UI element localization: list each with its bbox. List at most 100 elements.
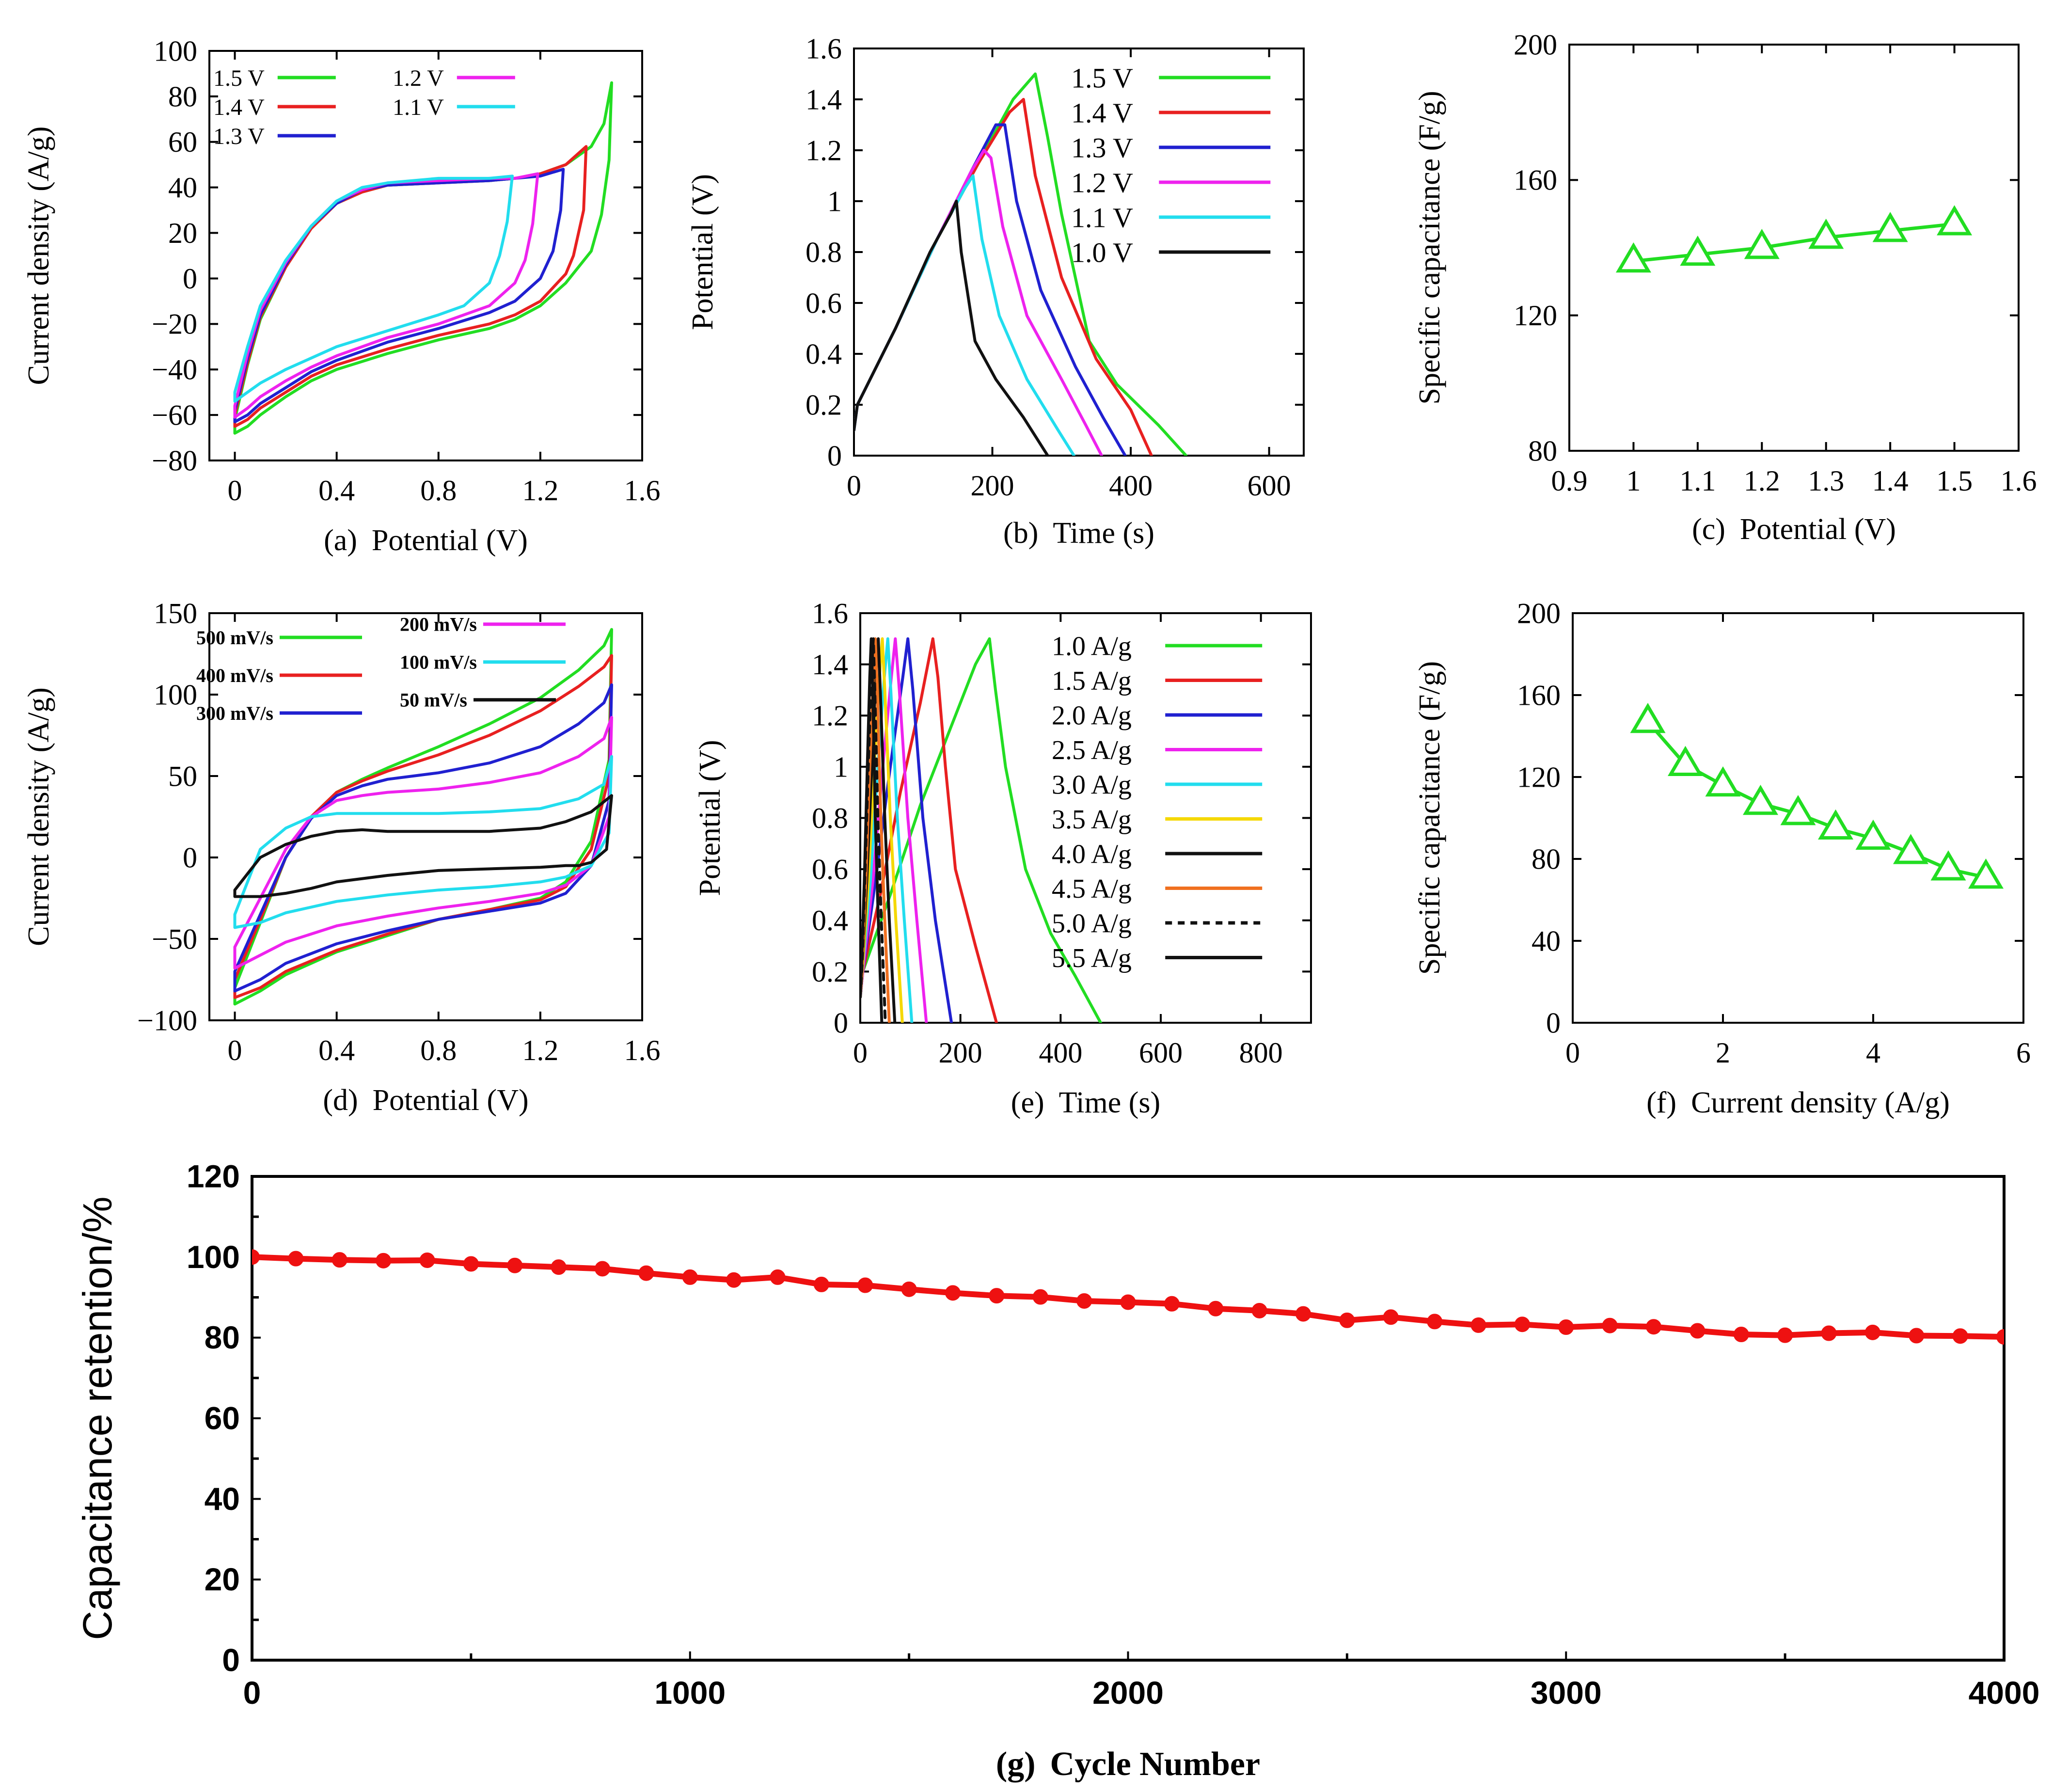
series-line-200-mV-s [233, 716, 613, 970]
data-point-marker [1808, 219, 1844, 249]
plot-frame [1572, 612, 2024, 1024]
plot-frame [208, 50, 643, 461]
chart-panel-d: 0 0.4 0.8 1.2 1.6 −100 −50 0 50 100 150 Current den… [22, 597, 661, 1117]
legend-label: 3.5 A/g [1052, 805, 1132, 835]
caption-letter: (a) [324, 524, 357, 557]
caption-letter: (c) [1692, 513, 1725, 546]
legend: 500 mV/s 400 mV/s 300 mV/s 200 mV/s 100 mV/s… [196, 614, 566, 724]
data-point-marker [1893, 834, 1929, 864]
x-tick-label: 1.5 [1936, 465, 1973, 497]
data-point-marker [1251, 1302, 1267, 1318]
y-tick-label: 50 [168, 760, 197, 792]
data-point-marker [376, 1253, 392, 1269]
x-tick-label: 0 [228, 1034, 242, 1066]
legend-label: 1.4 V [213, 95, 265, 120]
y-tick-label: 0.8 [812, 802, 848, 834]
y-tick-label: 20 [205, 1561, 240, 1597]
series-line-1.2-V [233, 172, 539, 419]
data-point-marker [1514, 1316, 1530, 1332]
data-point-marker [726, 1272, 742, 1288]
series-line-1.1-V [854, 174, 1075, 456]
legend-label: 1.5 A/g [1052, 666, 1132, 696]
data-point-marker [1968, 858, 2004, 889]
x-tick-label: 6 [2016, 1037, 2031, 1069]
plot-frame [251, 1175, 2006, 1662]
y-tick-label: −50 [152, 923, 197, 955]
x-axis-title: Cycle Number [1050, 1745, 1261, 1783]
legend-label: 200 mV/s [400, 614, 477, 635]
legend-label: 1.5 V [1071, 62, 1133, 94]
y-axis-label: Potential (V) [686, 174, 719, 330]
x-tick-label: 0 [228, 475, 242, 507]
y-tick-label: 1 [834, 751, 848, 783]
caption-letter: (f) [1646, 1086, 1676, 1119]
y-tick-label: 150 [154, 597, 197, 629]
x-axis-title: Potential (V) [373, 1084, 529, 1117]
data-point-marker [857, 1277, 873, 1293]
y-tick-label: 200 [1514, 29, 1557, 61]
data-point-marker [638, 1265, 654, 1281]
data-point-marker [1630, 703, 1666, 733]
data-point-marker [682, 1269, 698, 1285]
plot-area [854, 72, 1188, 456]
legend-label: 3.0 A/g [1052, 770, 1132, 800]
x-tick-label: 600 [1139, 1037, 1183, 1069]
data-point-marker [1690, 1323, 1706, 1339]
y-tick-label: −40 [152, 354, 197, 386]
y-tick-label: 80 [1528, 435, 1557, 467]
series-line-f [1646, 720, 1988, 879]
y-tick-label: 0.2 [805, 389, 842, 421]
x-axis-label: (d) Potential (V) [323, 1084, 528, 1117]
legend: 1.5 V1.4 V 1.3 V 1.2 V 1.1 V 1.0 V [1071, 62, 1271, 268]
series-line-1.1-V [233, 174, 514, 403]
legend-label: 1.2 V [393, 65, 444, 91]
x-tick-label: 0 [1565, 1037, 1580, 1069]
data-point-marker [1680, 236, 1716, 266]
y-tick-label: 0 [834, 1007, 848, 1039]
legend-label: 2.5 A/g [1052, 735, 1132, 765]
y-tick-label: 20 [168, 217, 197, 249]
legend-label: 1.0 V [1071, 237, 1133, 268]
data-point-marker [1295, 1306, 1311, 1322]
x-tick-label: 0 [243, 1675, 261, 1711]
data-point-marker [1120, 1294, 1136, 1310]
x-axis-label: (e) Time (s) [1011, 1086, 1160, 1119]
data-point-marker [1909, 1328, 1925, 1344]
chart-panel-g: 0 1000 2000 3000 4000 0 20 40 60 80 100 120 Capacita… [75, 1158, 2039, 1783]
x-axis-title: Potential (V) [1740, 513, 1896, 546]
data-point-marker [595, 1261, 610, 1277]
legend-label: 2.0 A/g [1052, 701, 1132, 731]
x-tick-label: 1.1 [1679, 465, 1716, 497]
legend-label: 1.4 V [1071, 97, 1133, 128]
x-tick-label: 400 [1039, 1037, 1082, 1069]
y-tick-label: 60 [205, 1400, 240, 1436]
y-tick-label: 0 [183, 841, 197, 873]
x-axis-title: Time (s) [1059, 1086, 1161, 1119]
y-axis-label: Current density (A/g) [22, 687, 55, 946]
series-line-1.0-V [854, 200, 1049, 456]
y-axis-label: Capacitance retention/% [75, 1196, 120, 1640]
x-tick-label: 0 [847, 470, 861, 502]
data-point-marker [1864, 1324, 1880, 1340]
caption-letter: (d) [323, 1084, 358, 1117]
y-tick-label: 120 [187, 1158, 240, 1194]
chart-panel-b: 0 200 400 600 0 0.2 0.4 0.6 0.8 1 1.2 1.4 1.6 Potenti… [686, 32, 1305, 550]
data-point-marker [1937, 205, 1973, 236]
y-tick-label: 1.6 [812, 597, 848, 629]
y-axis-label: Specific capacitance (F/g) [1413, 661, 1446, 975]
y-tick-label: 1.4 [805, 83, 842, 115]
x-tick-label: 0.8 [420, 1034, 457, 1066]
legend-label: 4.0 A/g [1052, 840, 1132, 870]
y-tick-label: 0.4 [805, 338, 842, 370]
plot-area [860, 637, 1102, 1023]
data-point-marker [507, 1257, 523, 1273]
data-point-marker [1777, 1327, 1793, 1343]
x-tick-label: 0.8 [420, 475, 457, 507]
data-point-marker [1733, 1327, 1749, 1343]
legend-label: 100 mV/s [400, 651, 477, 673]
x-tick-label: 1.2 [522, 475, 558, 507]
legend-label: 1.3 V [213, 124, 265, 149]
x-tick-label: 200 [939, 1037, 982, 1069]
y-axis-label: Current density (A/g) [22, 127, 55, 385]
data-point-marker [1470, 1317, 1486, 1333]
